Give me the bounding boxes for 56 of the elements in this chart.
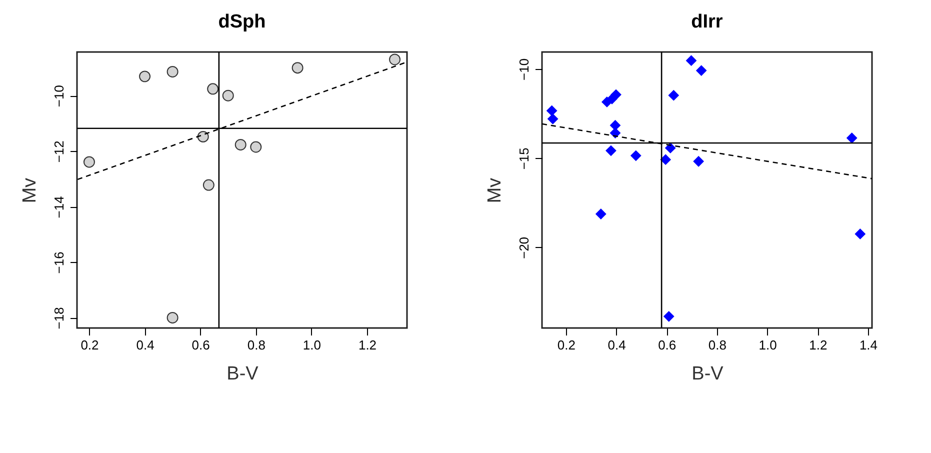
x-tick-label: 0.4 — [136, 338, 154, 352]
point — [610, 120, 620, 131]
x-tick-label: 0.8 — [247, 338, 266, 352]
x-tick-label: 0.4 — [608, 338, 626, 352]
point — [292, 62, 304, 74]
chart-title: dIrr — [691, 11, 724, 32]
point — [665, 142, 676, 154]
x-tick-label: 0.6 — [658, 338, 676, 352]
x-tick-label: 1.2 — [809, 338, 828, 352]
x-tick-label: 1.4 — [859, 338, 878, 352]
y-tick-label: −15 — [516, 148, 532, 170]
x-tick-label: 1.0 — [302, 338, 321, 352]
point — [606, 145, 616, 156]
y-tick-label: −20 — [516, 236, 532, 259]
point — [854, 228, 866, 240]
y-tick-label: −16 — [52, 252, 66, 274]
y-axis-title: Mv — [20, 177, 40, 204]
point — [234, 139, 246, 150]
point — [610, 89, 622, 100]
x-tick-label: 1.2 — [358, 338, 377, 352]
x-tick-label: 1.0 — [758, 338, 777, 352]
y-tick-label: −12 — [52, 140, 66, 163]
x-tick-label: 0.2 — [80, 338, 99, 352]
y-tick-label: −14 — [52, 196, 66, 218]
point — [546, 105, 558, 116]
point — [846, 132, 858, 144]
point — [693, 156, 704, 167]
point — [166, 66, 178, 78]
y-tick-label: −10 — [52, 85, 66, 108]
chart-title: dSph — [218, 11, 266, 32]
point — [389, 54, 401, 66]
y-axis-title: Mv — [484, 177, 506, 204]
point — [250, 141, 262, 153]
point — [222, 90, 234, 102]
point — [686, 55, 697, 66]
point — [548, 114, 558, 124]
point — [696, 65, 707, 76]
point — [664, 311, 674, 322]
point — [197, 130, 209, 142]
y-tick-label: −10 — [516, 58, 532, 80]
point — [166, 312, 178, 324]
point — [83, 156, 95, 168]
point — [660, 154, 671, 165]
point — [610, 128, 620, 138]
x-tick-label: 0.6 — [192, 338, 210, 352]
x-tick-label: 0.8 — [708, 338, 726, 352]
point — [668, 90, 679, 101]
y-tick-label: −18 — [52, 307, 66, 330]
point — [207, 83, 219, 95]
point — [630, 150, 642, 161]
x-axis-title: B-V — [692, 364, 724, 384]
x-axis-title: B-V — [226, 364, 259, 384]
point — [596, 208, 606, 220]
point — [202, 179, 214, 191]
point — [139, 70, 151, 82]
x-tick-label: 0.2 — [557, 338, 576, 352]
